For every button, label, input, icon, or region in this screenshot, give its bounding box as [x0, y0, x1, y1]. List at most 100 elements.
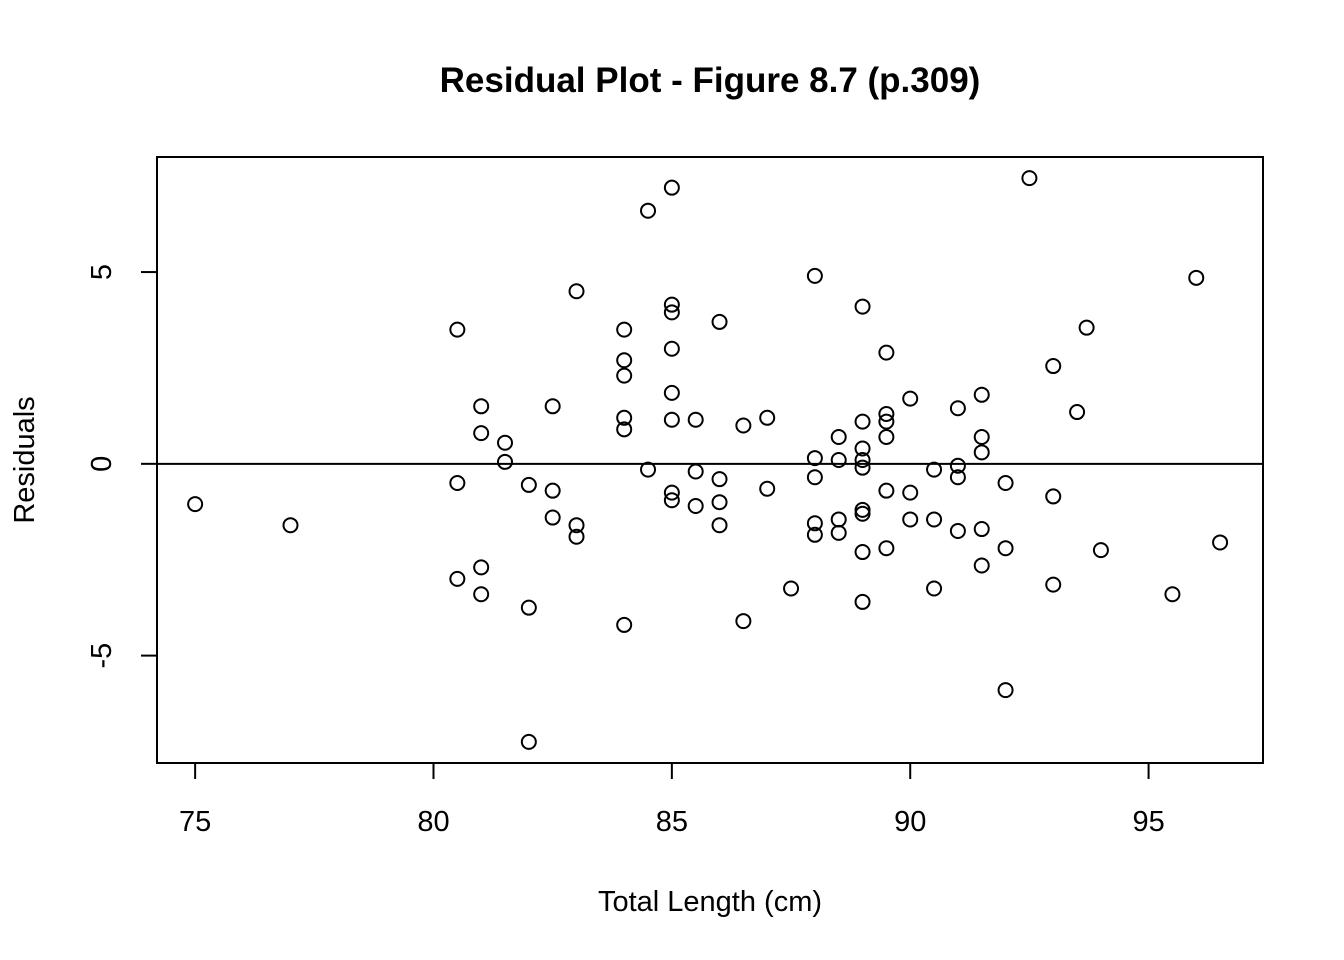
data-point [640, 461, 657, 478]
data-point [973, 386, 990, 403]
data-point [878, 540, 895, 557]
data-point [616, 616, 633, 633]
data-point [1045, 358, 1062, 375]
data-point [1092, 542, 1109, 559]
data-point [663, 384, 680, 401]
y-tick-label: 0 [86, 456, 118, 472]
data-point [926, 580, 943, 597]
data-point [997, 540, 1014, 557]
data-point [854, 459, 871, 476]
data-point [473, 398, 490, 415]
data-point [878, 344, 895, 361]
data-point [687, 498, 704, 515]
data-point [616, 409, 633, 426]
data-point [735, 417, 752, 434]
y-axis-label: Residuals [9, 396, 41, 523]
data-point [854, 440, 871, 457]
data-point [711, 471, 728, 488]
data-point [806, 515, 823, 532]
data-point [878, 428, 895, 445]
x-axis: 75 80 85 90 95 [179, 762, 1165, 838]
data-point [711, 494, 728, 511]
data-point [687, 411, 704, 428]
x-tick-label: 95 [1132, 806, 1164, 838]
data-point [759, 409, 776, 426]
data-point [663, 296, 680, 313]
data-point [854, 505, 871, 522]
plot-frame [156, 156, 1264, 764]
data-point [878, 405, 895, 422]
data-point [806, 267, 823, 284]
x-tick-label: 75 [179, 806, 211, 838]
data-point [830, 428, 847, 445]
data-point [854, 413, 871, 430]
data-point [949, 522, 966, 539]
data-point [806, 450, 823, 467]
data-point [949, 469, 966, 486]
data-point [1045, 576, 1062, 593]
data-point [1164, 586, 1181, 603]
data-point [473, 586, 490, 603]
data-point [878, 482, 895, 499]
data-point [973, 521, 990, 538]
x-axis-label: Total Length (cm) [598, 886, 822, 918]
data-point [1212, 534, 1229, 551]
data-point [616, 352, 633, 369]
x-tick-label: 80 [417, 806, 449, 838]
data-point [878, 413, 895, 430]
data-point [854, 544, 871, 561]
data-point [973, 428, 990, 445]
data-point [663, 492, 680, 509]
data-point [949, 400, 966, 417]
data-point [282, 517, 299, 534]
data-point [926, 511, 943, 528]
data-point [568, 283, 585, 300]
x-tick-label: 85 [656, 806, 688, 838]
chart-title: Residual Plot - Figure 8.7 (p.309) [440, 61, 981, 100]
data-point [711, 313, 728, 330]
data-point [926, 461, 943, 478]
data-point [663, 411, 680, 428]
data-point [902, 484, 919, 501]
data-point [449, 570, 466, 587]
data-point [1188, 269, 1205, 286]
data-point [473, 425, 490, 442]
data-point [663, 340, 680, 357]
data-point [711, 517, 728, 534]
data-point [783, 580, 800, 597]
y-tick-label: -5 [86, 643, 118, 669]
data-point [663, 179, 680, 196]
data-point [473, 559, 490, 576]
data-point [640, 202, 657, 219]
data-point [520, 599, 537, 616]
data-point [544, 509, 561, 526]
data-point [854, 298, 871, 315]
data-point [830, 511, 847, 528]
data-point [1069, 404, 1086, 421]
data-point [449, 475, 466, 492]
data-point [854, 452, 871, 468]
data-point [973, 444, 990, 461]
data-point [497, 434, 514, 451]
data-point [449, 321, 466, 338]
data-point [616, 367, 633, 384]
data-point [1021, 170, 1038, 187]
data-point [735, 613, 752, 630]
data-point [187, 496, 204, 513]
data-point [759, 480, 776, 497]
data-point [520, 476, 537, 493]
data-point [687, 463, 704, 480]
data-point [616, 421, 633, 438]
data-point [663, 484, 680, 501]
x-tick-label: 90 [894, 806, 926, 838]
data-point [1045, 488, 1062, 505]
data-point [949, 457, 966, 474]
data-point [830, 452, 847, 468]
data-point [544, 398, 561, 415]
data-point [854, 593, 871, 610]
data-point [997, 682, 1014, 699]
data-point [806, 526, 823, 543]
data-point [568, 528, 585, 545]
data-point [544, 482, 561, 499]
